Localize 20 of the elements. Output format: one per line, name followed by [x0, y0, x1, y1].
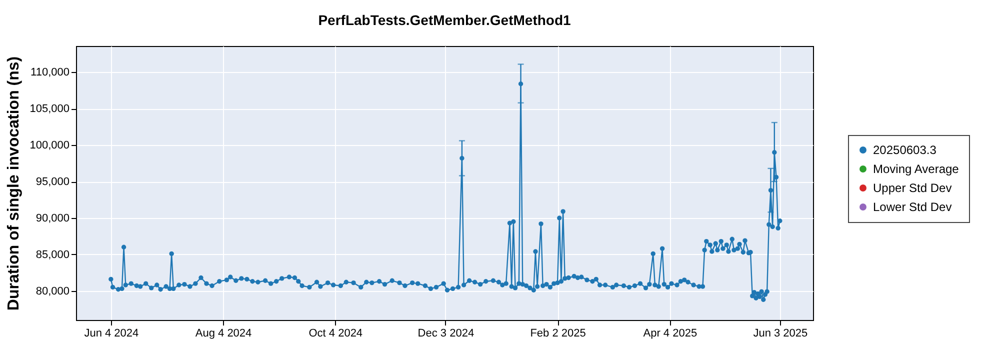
legend-label: Lower Std Dev [873, 200, 952, 214]
y-tick-label: 85,000 [36, 248, 70, 261]
y-axis-title: Duration of single invocation (ns) [6, 56, 23, 311]
x-tick-label: Aug 4 2024 [195, 328, 252, 340]
y-tick-label: 100,000 [30, 140, 70, 152]
y-tick-label: 95,000 [36, 176, 70, 188]
x-tick-label: Oct 4 2024 [308, 328, 363, 340]
legend-label: Upper Std Dev [873, 181, 952, 195]
y-tick-label: 110,000 [30, 66, 70, 79]
y-tick-label: 105,000 [30, 103, 70, 116]
x-tick-label: Dec 3 2024 [418, 328, 474, 340]
legend-label: Moving Average [873, 162, 960, 176]
chart-title: PerfLabTests.GetMember.GetMethod1 [318, 12, 571, 28]
x-tick-label: Feb 2 2025 [530, 328, 586, 340]
x-tick-label: Jun 4 2024 [84, 328, 139, 340]
legend-label: 20250603.3 [873, 143, 937, 157]
x-tick-label: Jun 3 2025 [753, 328, 808, 340]
x-tick-label: Apr 4 2025 [643, 328, 698, 340]
y-tick-label: 80,000 [36, 285, 70, 298]
y-tick-label: 90,000 [36, 212, 70, 224]
